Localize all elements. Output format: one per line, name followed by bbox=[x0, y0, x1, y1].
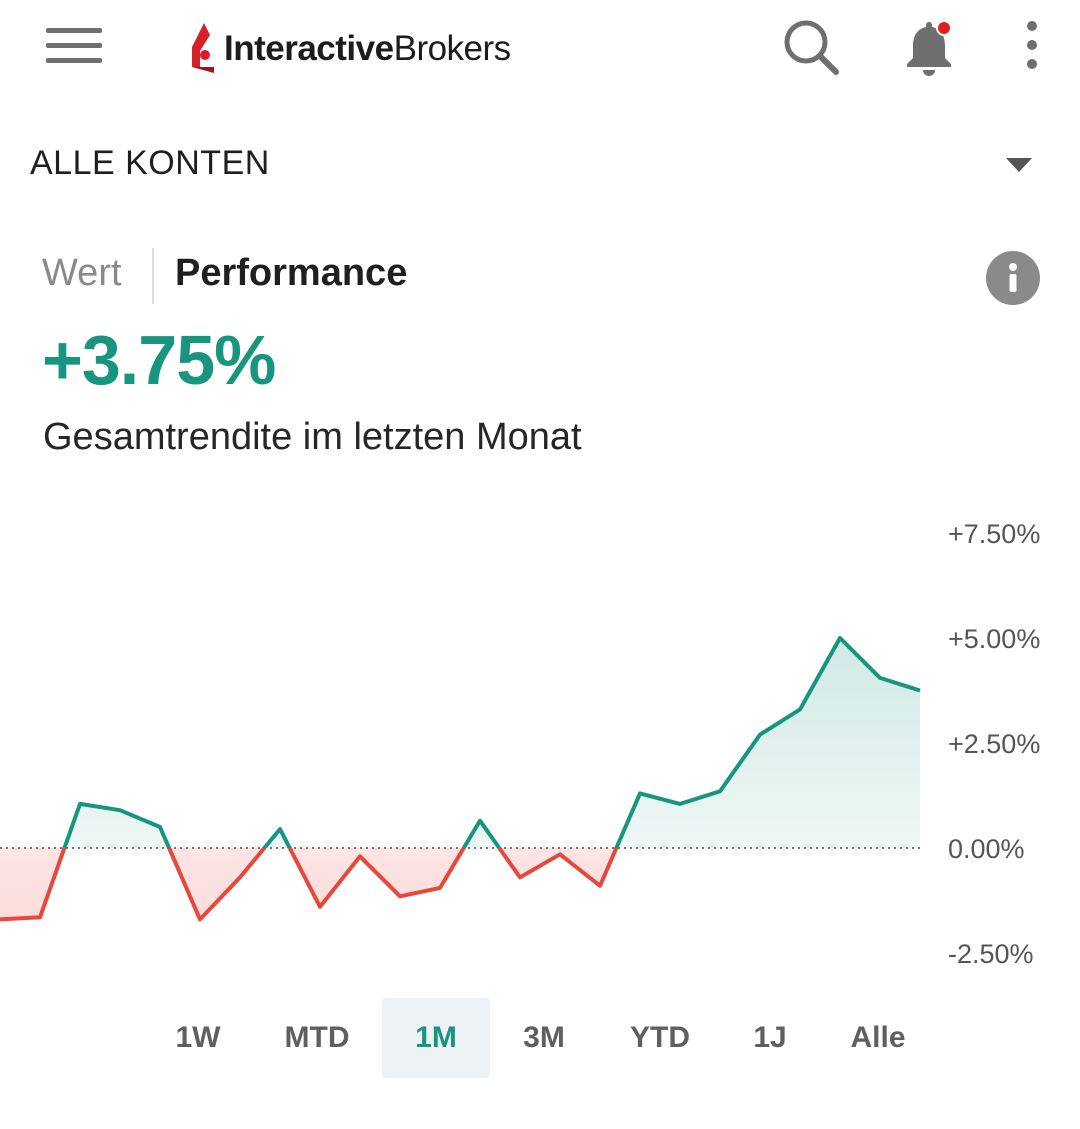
info-button[interactable] bbox=[986, 251, 1040, 305]
search-icon bbox=[784, 20, 839, 75]
chart-area-positive bbox=[0, 638, 920, 848]
account-selector[interactable]: ALLE KONTEN bbox=[30, 136, 1050, 192]
performance-caption: Gesamtrendite im letzten Monat bbox=[43, 416, 582, 458]
notification-dot bbox=[936, 20, 952, 36]
tab-wert[interactable]: Wert bbox=[42, 252, 122, 294]
y-tick-label: +7.50% bbox=[948, 519, 1040, 549]
chart-line-negative bbox=[0, 848, 619, 922]
logo-mark-icon bbox=[192, 23, 214, 73]
more-vertical-icon bbox=[1027, 21, 1037, 69]
range-1m-button[interactable]: 1M bbox=[382, 998, 490, 1078]
account-label: ALLE KONTEN bbox=[30, 144, 270, 182]
more-options-button[interactable] bbox=[1016, 18, 1048, 74]
y-tick-label: +2.50% bbox=[948, 729, 1040, 759]
range-alle-button[interactable]: Alle bbox=[850, 1021, 906, 1054]
y-tick-label: -2.50% bbox=[948, 939, 1034, 969]
range-mtd-button[interactable]: MTD bbox=[284, 1021, 350, 1054]
range-3m-button[interactable]: 3M bbox=[523, 1021, 565, 1054]
info-icon bbox=[1009, 263, 1017, 292]
hamburger-menu-icon bbox=[46, 28, 102, 33]
range-1j-button[interactable]: 1J bbox=[753, 1021, 787, 1054]
notifications-button[interactable] bbox=[898, 16, 960, 78]
caret-down-icon bbox=[1006, 158, 1032, 172]
y-tick-label: 0.00% bbox=[948, 834, 1025, 864]
bell-icon bbox=[907, 20, 952, 76]
performance-value: +3.75% bbox=[42, 321, 276, 399]
logo-text: InteractiveBrokers bbox=[224, 28, 511, 68]
chart-area-negative bbox=[0, 848, 920, 920]
logo: InteractiveBrokers bbox=[188, 18, 511, 78]
range-selector: 1W MTD 1M 3M YTD 1J Alle bbox=[0, 998, 1080, 1080]
y-tick-label: +5.00% bbox=[948, 624, 1040, 654]
search-button[interactable] bbox=[780, 16, 842, 78]
hamburger-line bbox=[46, 43, 102, 48]
chart-line-positive bbox=[62, 636, 921, 848]
tab-divider bbox=[152, 248, 154, 304]
range-1w-button[interactable]: 1W bbox=[175, 1021, 221, 1054]
hamburger-line bbox=[46, 58, 102, 63]
performance-chart: +7.50% +5.00% +2.50% 0.00% -2.50% bbox=[0, 519, 1040, 969]
menu-button[interactable] bbox=[46, 26, 102, 66]
range-ytd-button[interactable]: YTD bbox=[630, 1021, 690, 1054]
tab-performance[interactable]: Performance bbox=[175, 252, 408, 294]
